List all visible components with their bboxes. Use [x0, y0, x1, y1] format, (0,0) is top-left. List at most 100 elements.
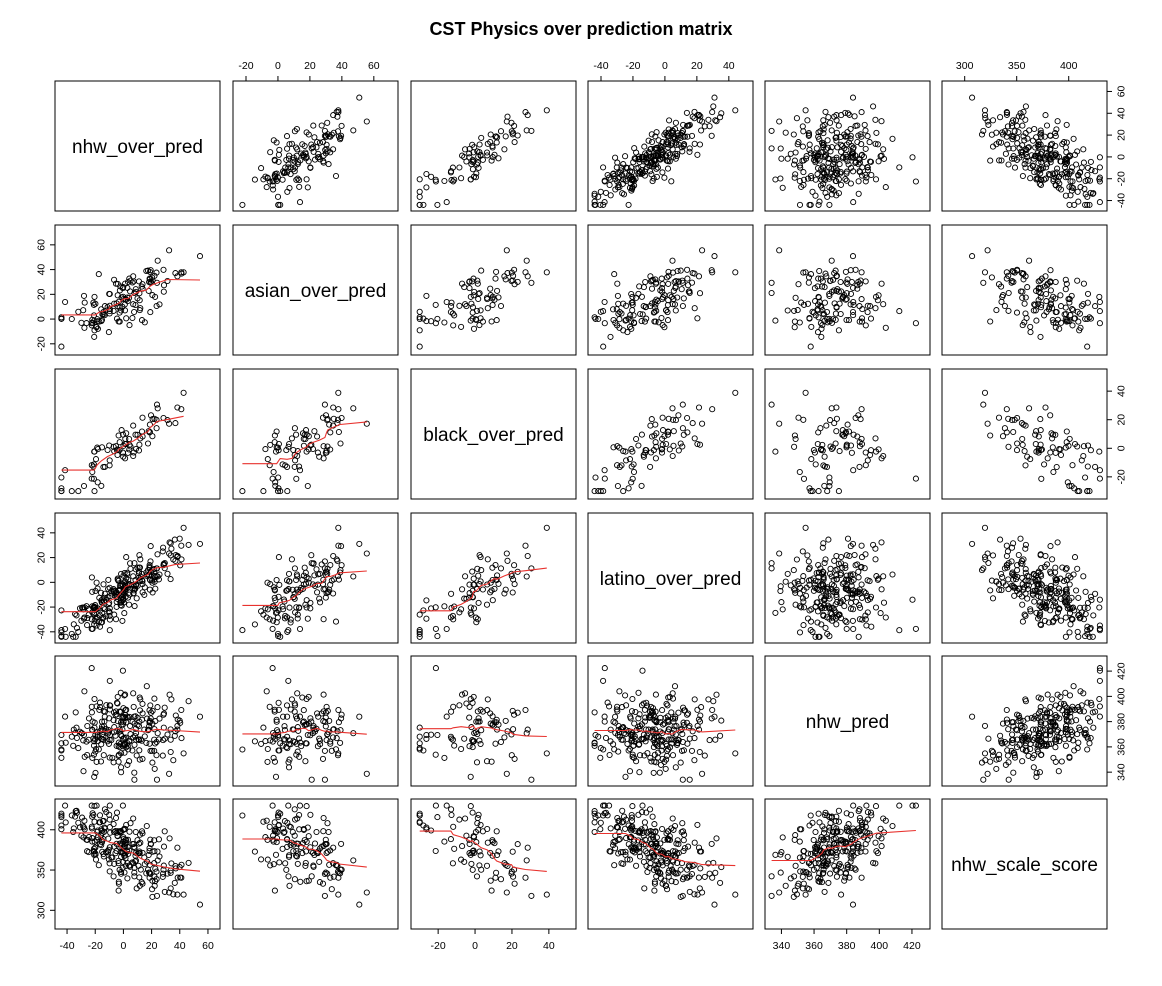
- data-point: [776, 247, 783, 254]
- data-point: [523, 573, 530, 580]
- data-point: [285, 853, 293, 860]
- data-point: [174, 844, 181, 851]
- data-point: [284, 713, 291, 720]
- data-point: [625, 201, 632, 208]
- data-point: [286, 756, 293, 763]
- data-point: [138, 283, 145, 290]
- data-point: [622, 153, 629, 160]
- data-point: [528, 565, 535, 572]
- data-point: [1024, 284, 1031, 291]
- data-point: [1032, 431, 1039, 438]
- data-point: [636, 159, 643, 166]
- data-point: [448, 806, 455, 813]
- data-point: [1080, 616, 1087, 623]
- data-point: [92, 769, 99, 776]
- data-point: [799, 548, 806, 555]
- data-point: [1010, 540, 1017, 547]
- data-point: [812, 633, 819, 640]
- data-point: [292, 816, 299, 823]
- data-point: [166, 770, 173, 777]
- data-point: [1016, 145, 1023, 152]
- data-point: [1071, 201, 1078, 208]
- data-point: [1035, 433, 1042, 440]
- data-point: [296, 802, 304, 809]
- data-point: [987, 758, 994, 765]
- data-point: [642, 278, 649, 286]
- data-point: [333, 108, 340, 115]
- data-point: [106, 754, 113, 761]
- data-point: [416, 193, 423, 200]
- data-point: [1084, 315, 1091, 323]
- data-point: [1087, 734, 1094, 742]
- data-point: [267, 862, 274, 869]
- data-point: [969, 253, 976, 260]
- data-point: [636, 283, 643, 290]
- data-point: [872, 556, 879, 563]
- data-point: [1042, 145, 1049, 152]
- data-point: [1029, 137, 1037, 144]
- data-point: [1081, 604, 1088, 611]
- data-point: [628, 811, 635, 819]
- data-point: [1047, 267, 1054, 274]
- data-point: [91, 838, 98, 845]
- data-point: [632, 155, 639, 163]
- data-point: [1034, 736, 1041, 744]
- data-point: [882, 184, 889, 191]
- data-point: [1005, 289, 1012, 297]
- data-point: [1031, 169, 1038, 176]
- data-point: [293, 604, 300, 611]
- data-point: [113, 699, 121, 706]
- data-point: [602, 734, 610, 742]
- data-point: [650, 851, 657, 858]
- data-point: [818, 325, 825, 332]
- data-point: [852, 152, 859, 159]
- data-point: [251, 848, 258, 855]
- data-point: [79, 814, 86, 821]
- data-point: [1017, 288, 1024, 295]
- data-point: [624, 329, 631, 336]
- data-point: [483, 758, 491, 765]
- data-point: [509, 589, 516, 596]
- data-point: [333, 556, 340, 563]
- data-point: [493, 869, 500, 876]
- data-point: [122, 862, 129, 870]
- panel-frame-latino_over_pred-vs-nhw_pred: [764, 512, 931, 644]
- data-point: [196, 540, 204, 547]
- data-point: [791, 307, 798, 314]
- data-point: [290, 841, 297, 848]
- data-point: [324, 820, 331, 827]
- data-point: [416, 176, 423, 183]
- data-point: [708, 132, 715, 139]
- data-point: [58, 810, 65, 817]
- data-point: [674, 294, 681, 301]
- data-point: [1068, 187, 1075, 194]
- data-point: [647, 828, 654, 835]
- data-point: [58, 814, 65, 821]
- data-point: [109, 590, 116, 597]
- data-point: [1011, 754, 1019, 761]
- data-point: [843, 290, 850, 297]
- data-point: [327, 738, 334, 745]
- data-point: [619, 807, 626, 814]
- data-point: [70, 742, 77, 749]
- data-point: [591, 314, 598, 321]
- data-point: [613, 164, 620, 171]
- data-point: [363, 770, 370, 777]
- data-point: [686, 776, 693, 783]
- data-point: [648, 138, 656, 146]
- data-point: [1034, 714, 1041, 721]
- data-point: [1087, 158, 1094, 165]
- data-point: [691, 891, 698, 898]
- data-point: [998, 283, 1005, 290]
- data-point: [458, 745, 465, 753]
- data-point: [651, 308, 658, 316]
- data-point: [1073, 161, 1080, 168]
- data-point: [889, 571, 896, 578]
- data-point: [151, 573, 158, 580]
- data-point: [847, 442, 855, 449]
- data-point: [113, 809, 121, 816]
- data-point: [185, 698, 192, 705]
- panel-frame-asian_over_pred-vs-nhw_over_pred: [54, 224, 221, 356]
- data-point: [643, 315, 650, 322]
- data-point: [1012, 726, 1020, 733]
